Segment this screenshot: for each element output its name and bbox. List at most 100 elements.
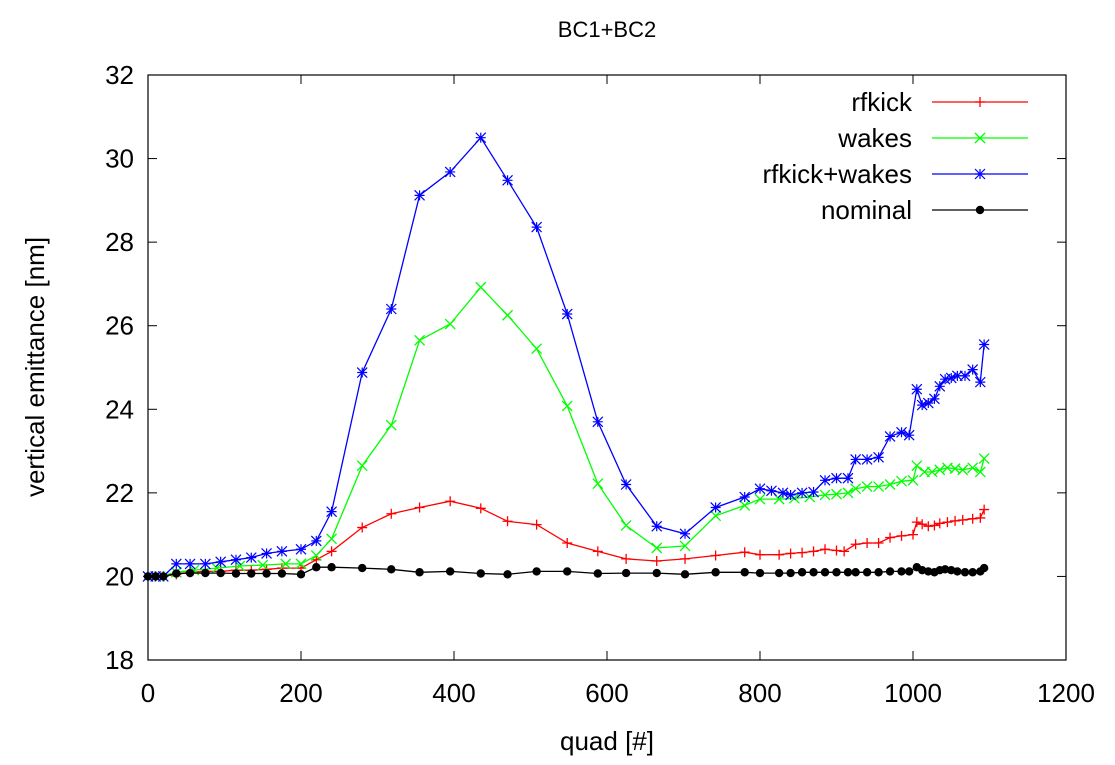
data-point-rfkick-wakes — [922, 397, 934, 409]
data-point-nominal — [885, 567, 895, 576]
data-point-rfkick — [651, 555, 662, 566]
data-point-rfkick-wakes — [215, 556, 227, 568]
data-point-rfkick-wakes — [184, 558, 196, 570]
data-point-wakes — [326, 533, 338, 545]
data-point-rfkick — [917, 519, 928, 530]
data-point-rfkick — [975, 512, 986, 523]
data-point-nominal — [924, 567, 933, 576]
data-point-rfkick — [967, 513, 978, 524]
data-point-rfkick — [957, 515, 968, 526]
series-wakes — [142, 281, 990, 582]
data-point-nominal — [904, 567, 914, 576]
legend-item-nominal: nominal — [821, 195, 1028, 225]
x-tick-label: 0 — [141, 678, 155, 708]
data-point-nominal — [593, 569, 603, 578]
data-point-wakes — [907, 474, 919, 486]
data-point-wakes — [651, 542, 663, 554]
data-point-rfkick-wakes — [651, 520, 663, 532]
data-point-rfkick-wakes — [245, 552, 257, 564]
data-point-rfkick — [680, 553, 691, 564]
data-point-rfkick — [979, 504, 990, 515]
data-point-wakes — [531, 343, 543, 355]
data-point-wakes — [896, 475, 907, 487]
data-point-rfkick-wakes — [959, 370, 971, 382]
x-tick-label: 1000 — [884, 678, 942, 708]
series-group — [142, 132, 990, 582]
data-point-nominal — [979, 563, 989, 573]
data-point-rfkick — [908, 529, 918, 540]
data-point-nominal — [327, 563, 336, 572]
data-point-wakes — [414, 334, 426, 346]
data-point-wakes — [475, 281, 487, 293]
data-point-rfkick — [357, 522, 368, 533]
data-point-rfkick — [929, 520, 940, 531]
data-point-nominal — [172, 569, 181, 578]
data-point-wakes — [739, 499, 751, 511]
y-tick-label: 24 — [105, 394, 134, 424]
data-point-wakes — [620, 519, 632, 531]
data-point-rfkick-wakes — [842, 472, 854, 484]
data-point-nominal — [820, 568, 830, 577]
data-point-rfkick — [710, 550, 721, 561]
y-tick-label: 26 — [105, 311, 134, 341]
data-point-rfkick — [739, 547, 750, 558]
y-axis-label: vertical emittance [nm] — [20, 237, 50, 497]
data-point-nominal — [143, 572, 153, 581]
legend-label: wakes — [837, 123, 912, 153]
data-point-nominal — [159, 572, 168, 581]
data-point-rfkick — [873, 538, 884, 548]
data-point-rfkick-wakes — [531, 221, 543, 233]
data-point-nominal — [832, 568, 841, 577]
data-point-rfkick — [414, 502, 425, 513]
data-point-rfkick-wakes — [861, 454, 873, 465]
data-point-nominal — [740, 568, 749, 577]
data-point-nominal — [503, 570, 512, 579]
data-point-rfkick-wakes — [978, 339, 990, 350]
x-axis-label: quad [#] — [560, 726, 654, 756]
data-point-rfkick-wakes — [951, 370, 963, 382]
data-point-rfkick — [445, 496, 456, 507]
data-point-rfkick-wakes — [170, 558, 182, 570]
data-point-rfkick-wakes — [850, 454, 862, 465]
data-point-rfkick — [808, 546, 819, 557]
data-point-nominal — [563, 567, 572, 576]
data-point-nominal — [151, 572, 160, 581]
data-point-rfkick — [621, 553, 632, 564]
data-point-nominal — [786, 568, 795, 578]
data-point-rfkick — [839, 546, 850, 557]
data-point-rfkick-wakes — [754, 483, 766, 495]
data-point-nominal — [797, 568, 807, 577]
data-point-wakes — [926, 466, 938, 478]
data-point-rfkick-wakes — [916, 399, 928, 411]
data-point-rfkick — [531, 519, 542, 530]
data-point-wakes — [592, 478, 604, 490]
data-point-rfkick-wakes — [974, 376, 986, 388]
data-point-rfkick-wakes — [934, 380, 946, 392]
data-point-wakes — [356, 460, 368, 472]
data-point-nominal — [216, 568, 225, 578]
data-point-rfkick-wakes — [310, 535, 322, 547]
x-tick-label: 200 — [279, 678, 322, 708]
data-point-wakes — [873, 481, 885, 493]
y-tick-label: 28 — [105, 227, 134, 257]
data-point-nominal — [711, 568, 720, 577]
series-line-wakes — [148, 286, 985, 578]
data-point-rfkick-wakes — [276, 545, 288, 557]
data-point-wakes — [295, 558, 307, 570]
data-point-rfkick-wakes — [502, 174, 513, 186]
data-point-wakes — [280, 558, 292, 570]
data-point-nominal — [231, 569, 241, 578]
legend-item-wakes: wakes — [837, 123, 1028, 153]
data-point-nominal — [445, 567, 455, 576]
data-point-nominal — [851, 568, 860, 577]
y-tick-label: 20 — [105, 561, 134, 591]
data-point-wakes — [257, 559, 269, 571]
data-point-rfkick — [862, 538, 873, 548]
chart-title: BC1+BC2 — [558, 17, 656, 42]
data-point-rfkick-wakes — [928, 393, 940, 405]
data-point-rfkick-wakes — [873, 451, 884, 463]
y-tick-label: 22 — [105, 478, 134, 508]
data-point-rfkick — [755, 549, 765, 560]
legend-label: rfkick+wakes — [762, 159, 912, 189]
data-point-nominal — [247, 569, 256, 578]
